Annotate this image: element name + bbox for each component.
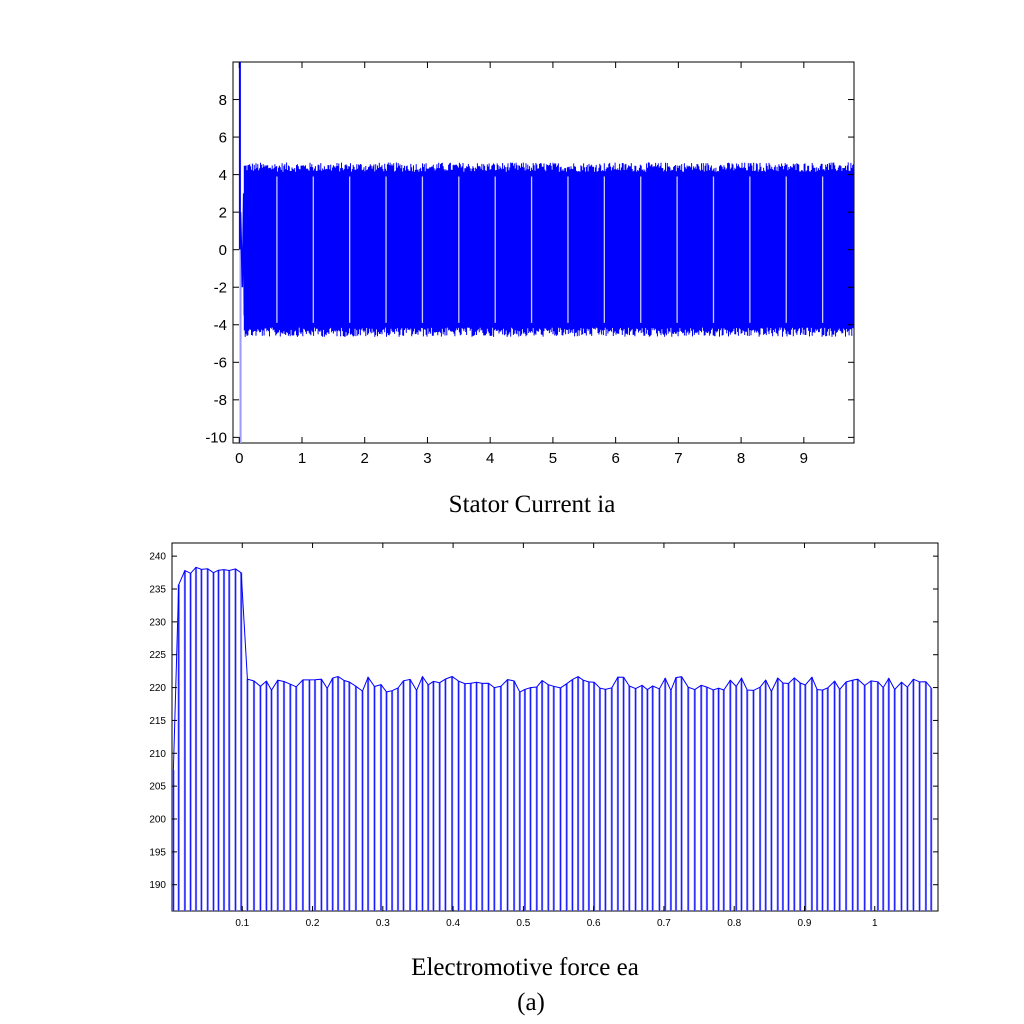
stator-current-ytick-label: 8 [219,92,227,109]
stator-current-xtick-label: 1 [298,450,306,467]
stator-current-xtick-label: 0 [235,450,243,467]
emf-xtick-label: 0.8 [727,918,741,929]
stator-current-ytick-label: -10 [205,430,227,447]
emf-title: Electromotive force ea [411,954,639,981]
emf-ytick-label: 230 [149,617,166,628]
emf-ytick-label: 215 [149,716,166,727]
stator-current-ytick-label: -4 [214,317,227,334]
stator-current-ytick-label: 6 [219,129,227,146]
emf-xtick-label: 0.3 [376,918,390,929]
emf-ytick-label: 190 [149,880,166,891]
emf-xtick-label: 0.4 [446,918,460,929]
emf-ytick-label: 220 [149,683,166,694]
stator-current-xtick-label: 6 [611,450,619,467]
stator-current-xtick-label: 7 [674,450,682,467]
stator-current-xtick-label: 3 [423,450,431,467]
emf-ytick-label: 210 [149,749,166,760]
emf-ytick-label: 205 [149,782,166,793]
stator-current-xtick-label: 2 [361,450,369,467]
emf-xtick-label: 0.2 [306,918,320,929]
emf-xtick-label: 0.9 [798,918,812,929]
stator-current-title: Stator Current ia [449,491,616,518]
stator-current-chart: -10 -8 -6 -4 -2 0 2 4 6 8 0 1 2 3 4 5 6 7 8 9 Stator Curre… [205,62,854,518]
emf-xtick-label: 1 [872,918,878,929]
emf-ytick-label: 195 [149,847,166,858]
stator-current-xtick-label: 8 [737,450,745,467]
stator-current-ytick-label: 4 [219,167,227,184]
stator-current-ytick-label: -2 [214,279,227,296]
emf-ytick-label: 235 [149,585,166,596]
stator-current-xtick-label: 9 [800,450,808,467]
stator-current-oscillation [244,162,853,337]
stator-current-ytick-label: -8 [214,392,227,409]
stator-current-ytick-label: 0 [219,242,227,259]
stator-current-ytick-label: -6 [214,355,227,372]
emf-chart: 190 195 200 205 210 215 220 225 230 235 240 0.1 0.2… [149,543,938,981]
emf-ytick-label: 200 [149,815,166,826]
stator-current-xtick-label: 5 [549,450,557,467]
emf-xtick-label: 0.7 [657,918,671,929]
stator-current-xtick-label: 4 [486,450,494,467]
emf-xtick-label: 0.6 [587,918,601,929]
stator-current-ytick-label: 2 [219,204,227,221]
emf-xtick-label: 0.5 [516,918,530,929]
emf-ytick-label: 240 [149,552,166,563]
figure-label: (a) [517,989,545,1016]
emf-xtick-label: 0.1 [235,918,249,929]
emf-ytick-label: 225 [149,650,166,661]
